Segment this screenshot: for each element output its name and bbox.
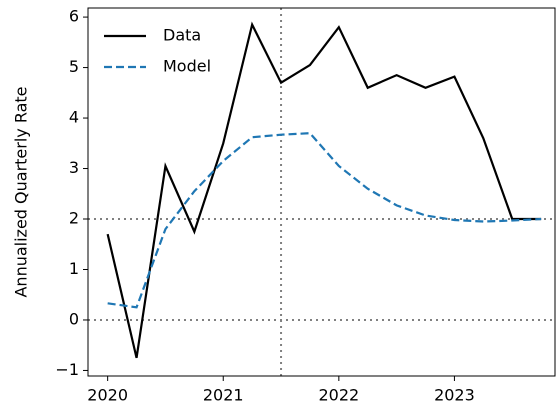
data-line	[106, 21, 542, 359]
y-tick-label: 4	[69, 108, 79, 127]
x-tick-label: 2020	[87, 386, 128, 405]
y-tick-label: 2	[69, 209, 79, 228]
y-tick-label: −1	[55, 360, 79, 379]
y-tick-label: 1	[69, 259, 79, 278]
y-tick-label: 6	[69, 7, 79, 26]
y-axis-label: Annualized Quarterly Rate	[12, 86, 31, 297]
y-tick-label: 0	[69, 309, 79, 328]
x-tick-label: 2023	[434, 386, 475, 405]
y-tick-label: 3	[69, 158, 79, 177]
x-tick-label: 2022	[318, 386, 359, 405]
data-line	[107, 132, 542, 309]
plot-frame	[87, 7, 556, 377]
legend-label: Model	[163, 57, 211, 76]
x-tick-label: 2021	[203, 386, 244, 405]
legend-label: Data	[163, 26, 201, 45]
y-tick-label: 5	[69, 57, 79, 76]
